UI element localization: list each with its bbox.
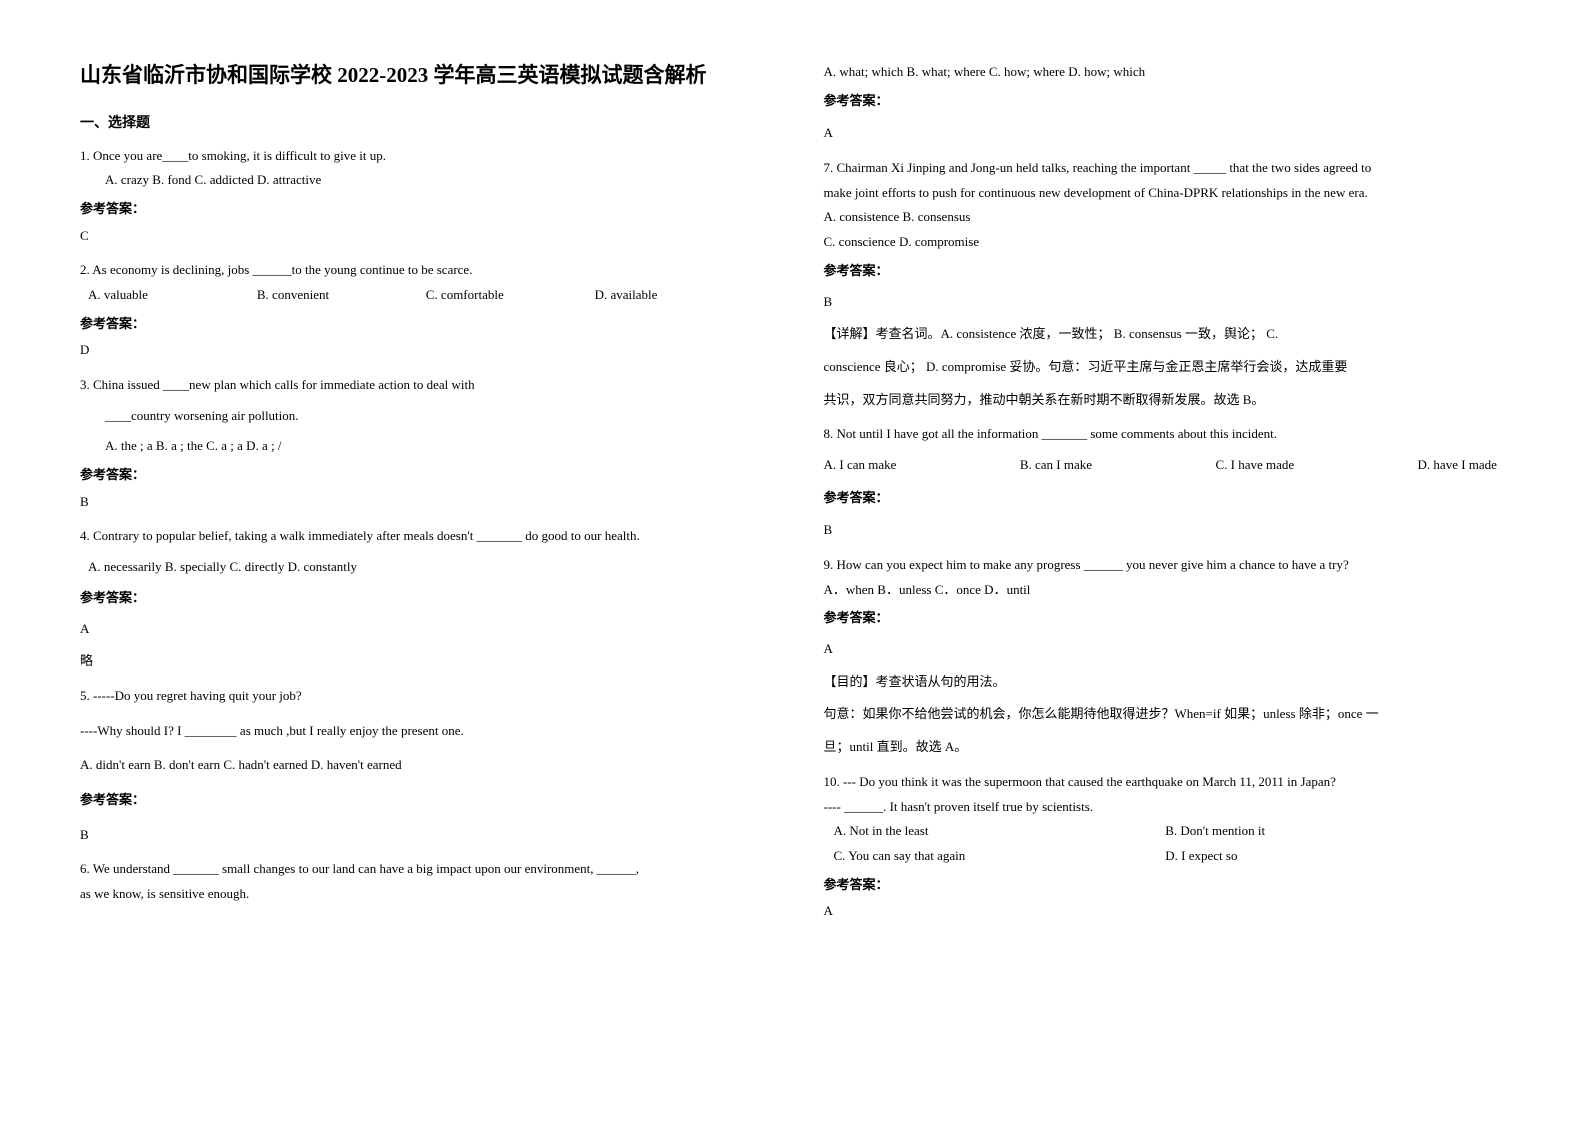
right-column: A. what; which B. what; where C. how; wh… xyxy=(824,60,1508,934)
question-text-line1: 5. -----Do you regret having quit your j… xyxy=(80,684,764,709)
question-1: 1. Once you are____to smoking, it is dif… xyxy=(80,144,764,249)
question-options: A. valuable B. convenient C. comfortable… xyxy=(80,283,764,308)
answer-key-label: 参考答案： xyxy=(80,788,764,813)
answer-key-label: 参考答案： xyxy=(824,259,1508,284)
question-text: 4. Contrary to popular belief, taking a … xyxy=(80,524,764,549)
answer-letter: C xyxy=(80,224,764,249)
explanation-line1: 【详解】考查名词。A. consistence 浓度，一致性； B. conse… xyxy=(824,322,1508,347)
answer-key-label: 参考答案： xyxy=(824,606,1508,631)
answer-letter: D xyxy=(80,338,764,363)
question-6-continued: A. what; which B. what; where C. how; wh… xyxy=(824,60,1508,146)
question-6: 6. We understand _______ small changes t… xyxy=(80,857,764,906)
answer-key-label: 参考答案： xyxy=(80,463,764,488)
question-text: 1. Once you are____to smoking, it is dif… xyxy=(80,144,764,169)
question-text-line1: 3. China issued ____new plan which calls… xyxy=(80,373,764,398)
left-column: 山东省临沂市协和国际学校 2022-2023 学年高三英语模拟试题含解析 一、选… xyxy=(80,60,764,934)
question-text-line1: 10. --- Do you think it was the supermoo… xyxy=(824,770,1508,795)
question-options: A. didn't earn B. don't earn C. hadn't e… xyxy=(80,753,764,778)
question-text-line2: ____country worsening air pollution. xyxy=(80,404,764,429)
question-text-line2: ---- ______. It hasn't proven itself tru… xyxy=(824,795,1508,820)
answer-letter: B xyxy=(824,290,1508,315)
question-8: 8. Not until I have got all the informat… xyxy=(824,422,1508,543)
option-a: A. valuable xyxy=(88,283,257,308)
option-a: A. Not in the least xyxy=(824,819,1166,844)
question-9: 9. How can you expect him to make any pr… xyxy=(824,553,1508,760)
option-b: B. can I make xyxy=(1020,453,1092,478)
answer-letter: A xyxy=(80,617,764,642)
section-header: 一、选择题 xyxy=(80,112,764,132)
question-4: 4. Contrary to popular belief, taking a … xyxy=(80,524,764,673)
explanation-line2: conscience 良心； D. compromise 妥协。句意：习近平主席… xyxy=(824,355,1508,380)
question-text: 2. As economy is declining, jobs ______t… xyxy=(80,258,764,283)
question-text: 8. Not until I have got all the informat… xyxy=(824,422,1508,447)
question-options-2: C. conscience D. compromise xyxy=(824,230,1508,255)
question-options: A. what; which B. what; where C. how; wh… xyxy=(824,60,1508,85)
question-5: 5. -----Do you regret having quit your j… xyxy=(80,684,764,847)
question-options: A. crazy B. fond C. addicted D. attracti… xyxy=(80,168,764,193)
explanation: 略 xyxy=(80,649,764,674)
question-options: A. I can make B. can I make C. I have ma… xyxy=(824,453,1508,478)
question-options: A. necessarily B. specially C. directly … xyxy=(80,555,764,580)
question-options-row2: C. You can say that again D. I expect so xyxy=(824,844,1508,869)
answer-key-label: 参考答案： xyxy=(824,486,1508,511)
option-c: C. You can say that again xyxy=(824,844,1166,869)
answer-key-label: 参考答案： xyxy=(824,873,1508,898)
answer-letter: B xyxy=(80,823,764,848)
option-c: C. comfortable xyxy=(426,283,595,308)
question-10: 10. --- Do you think it was the supermoo… xyxy=(824,770,1508,924)
question-text-line1: 6. We understand _______ small changes t… xyxy=(80,857,764,882)
option-c: C. I have made xyxy=(1215,453,1294,478)
question-3: 3. China issued ____new plan which calls… xyxy=(80,373,764,514)
question-options: A. the ; a B. a ; the C. a ; a D. a ; / xyxy=(80,434,764,459)
question-text-line2: as we know, is sensitive enough. xyxy=(80,882,764,907)
answer-key-label: 参考答案： xyxy=(80,312,764,337)
question-options-row1: A. Not in the least B. Don't mention it xyxy=(824,819,1508,844)
answer-letter: B xyxy=(80,490,764,515)
answer-key-label: 参考答案： xyxy=(80,197,764,222)
document-title: 山东省临沂市协和国际学校 2022-2023 学年高三英语模拟试题含解析 xyxy=(80,60,764,92)
question-options: A．when B．unless C．once D．until xyxy=(824,578,1508,603)
option-d: D. have I made xyxy=(1418,453,1497,478)
option-d: D. available xyxy=(595,283,764,308)
answer-letter: A xyxy=(824,637,1508,662)
question-text: 9. How can you expect him to make any pr… xyxy=(824,553,1508,578)
question-2: 2. As economy is declining, jobs ______t… xyxy=(80,258,764,363)
option-b: B. Don't mention it xyxy=(1165,819,1265,844)
explanation-line1: 【目的】考查状语从句的用法。 xyxy=(824,670,1508,695)
option-a: A. I can make xyxy=(824,453,897,478)
question-text-line2: make joint efforts to push for continuou… xyxy=(824,181,1508,206)
answer-letter: B xyxy=(824,518,1508,543)
option-b: B. convenient xyxy=(257,283,426,308)
answer-key-label: 参考答案： xyxy=(824,89,1508,114)
explanation-line3: 共识，双方同意共同努力，推动中朝关系在新时期不断取得新发展。故选 B。 xyxy=(824,388,1508,413)
option-d: D. I expect so xyxy=(1165,844,1237,869)
question-options-1: A. consistence B. consensus xyxy=(824,205,1508,230)
question-text-line2: ----Why should I? I ________ as much ,bu… xyxy=(80,719,764,744)
answer-key-label: 参考答案： xyxy=(80,586,764,611)
answer-letter: A xyxy=(824,121,1508,146)
question-7: 7. Chairman Xi Jinping and Jong-un held … xyxy=(824,156,1508,412)
question-text-line1: 7. Chairman Xi Jinping and Jong-un held … xyxy=(824,156,1508,181)
answer-letter: A xyxy=(824,899,1508,924)
explanation-line2: 句意：如果你不给他尝试的机会，你怎么能期待他取得进步？When=if 如果；un… xyxy=(824,702,1508,727)
explanation-line3: 旦；until 直到。故选 A。 xyxy=(824,735,1508,760)
